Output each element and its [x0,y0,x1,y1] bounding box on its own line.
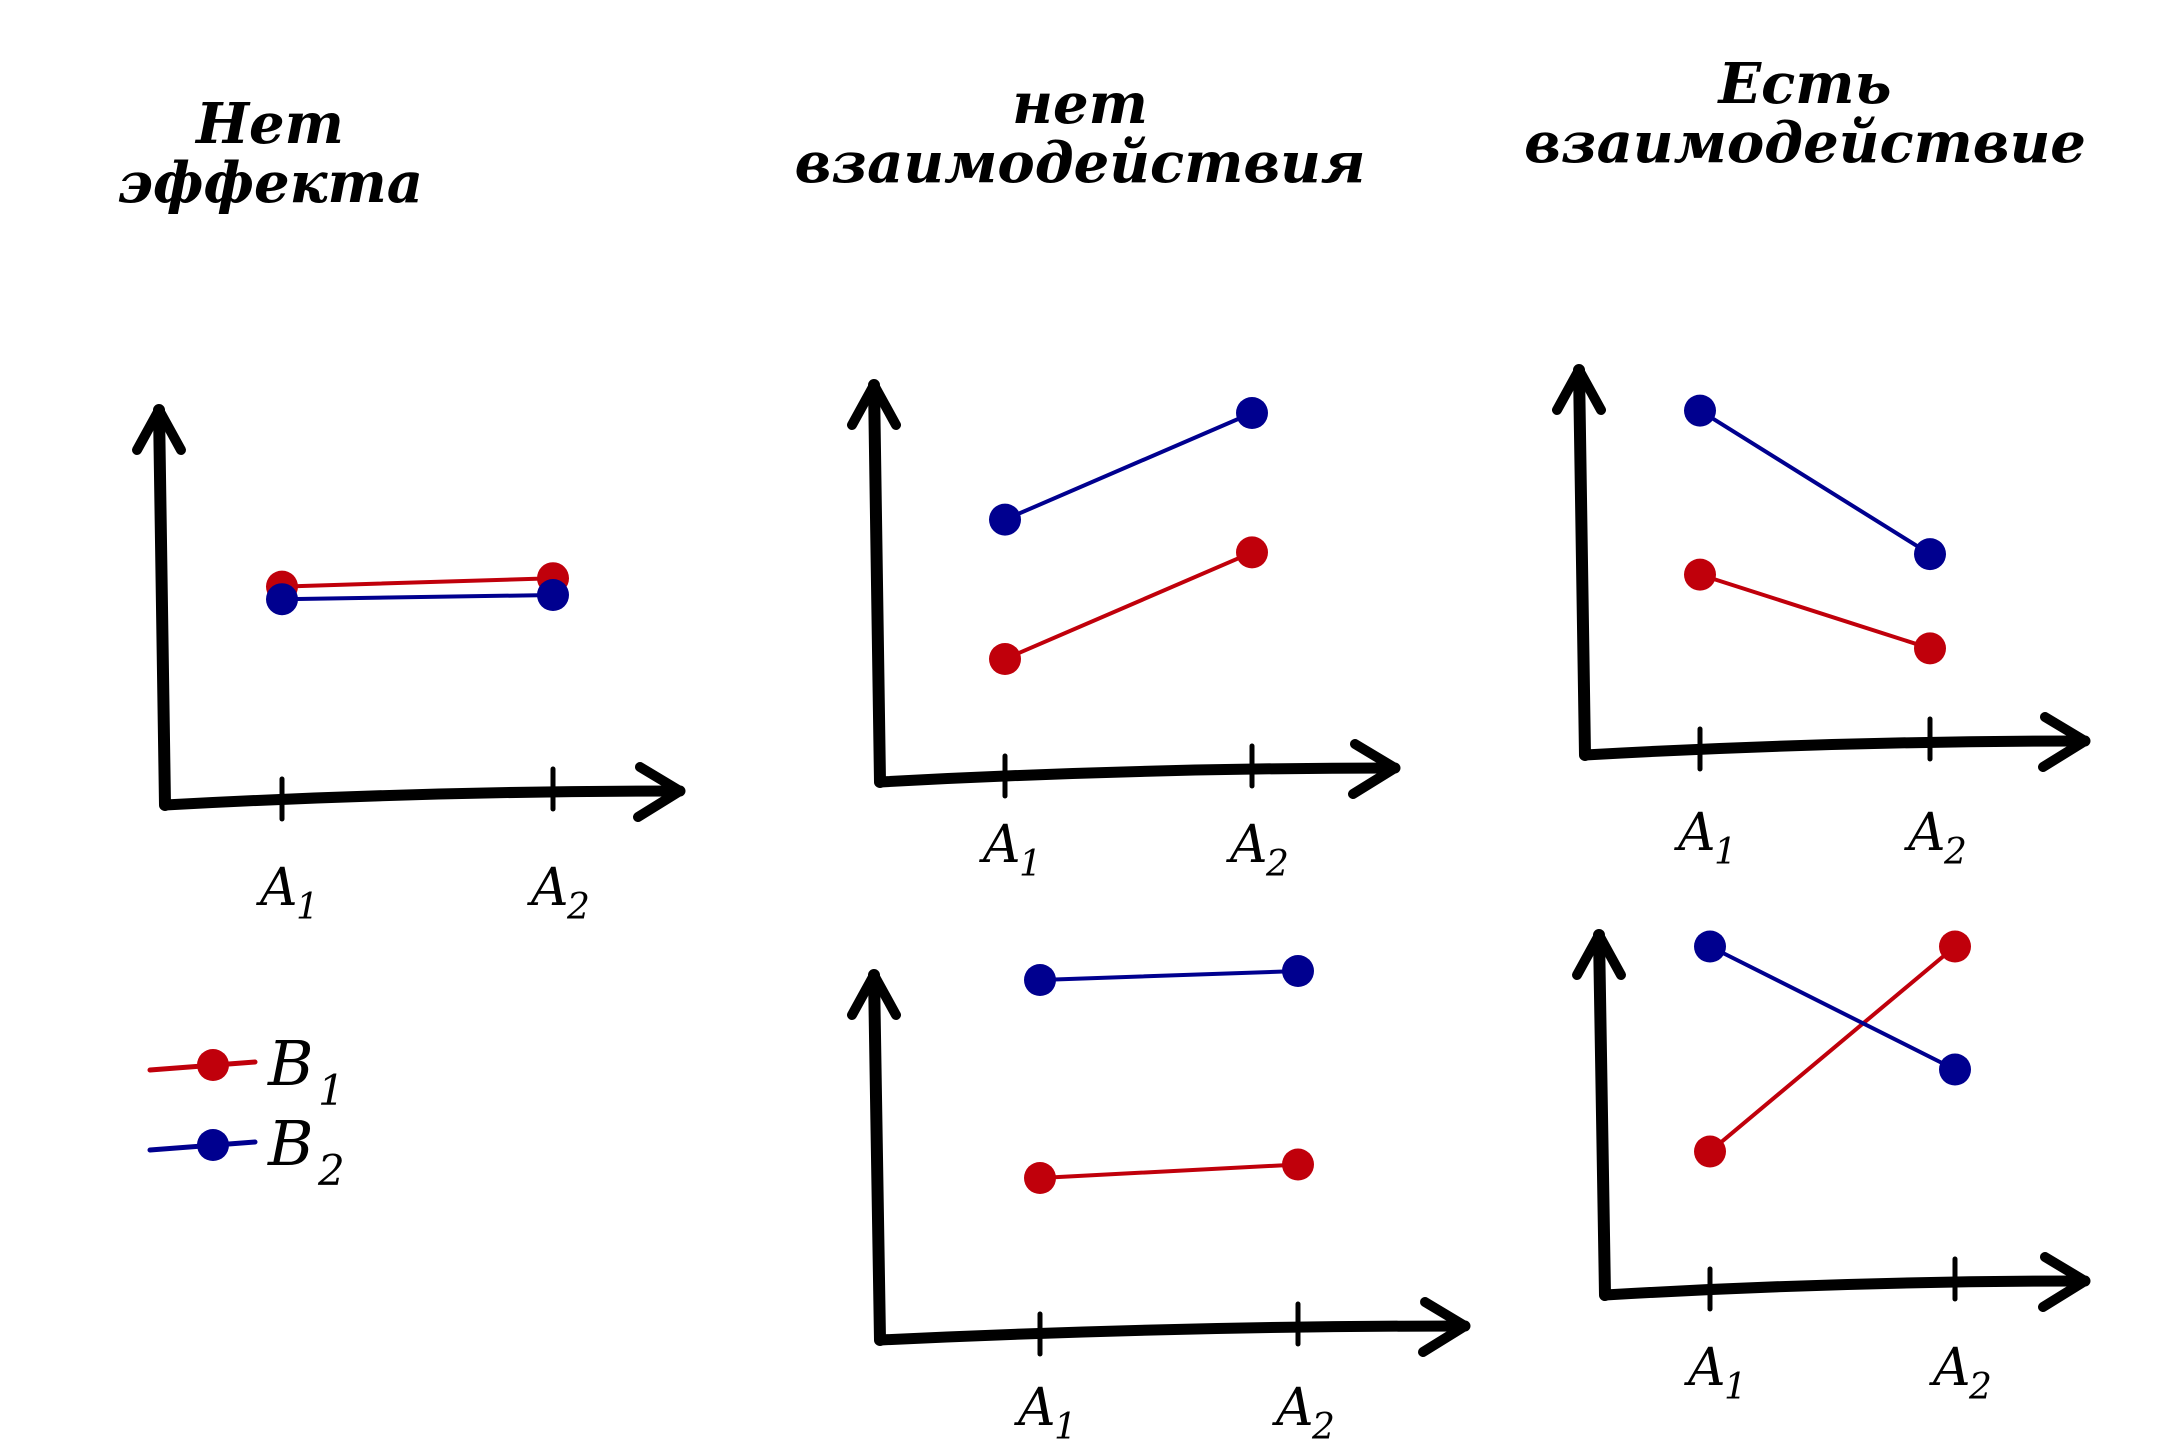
panel-3-b2-point-1 [1024,964,1056,996]
panel-3-b1-point-1 [1024,1162,1056,1194]
panel-4-tick-sub-1: 1 [1714,832,1737,873]
panel-5-b1-point-1 [1694,1135,1726,1168]
legend-sub-2: 2 [317,1146,345,1195]
panel-3-x-arrow [1418,1297,1470,1357]
panel-4-tick-label-2: A [1904,803,1946,863]
panel-4-y-axis [1573,364,1591,761]
panel-5-b2-point-2 [1939,1053,1971,1086]
title-has-interaction: Есть взаимодействие [1490,55,2120,173]
panel-5-tick-label-2: A [1929,1338,1971,1398]
panel-5-x-axis [1599,1275,2091,1301]
panel-2-tick-label-1: A [979,815,1021,875]
panel-2-b2-point-2 [1236,397,1268,429]
panel-5-b2-line [1708,944,1957,1072]
panel-1-y-arrow [132,405,186,455]
panel-1-tick-sub-1: 1 [296,887,319,928]
panel-3-tick-sub-2: 2 [1311,1407,1335,1448]
panel-2-tick-sub-2: 2 [1265,844,1289,885]
panel-3-tick-sub-1: 1 [1054,1407,1077,1448]
panel-5-x-arrow [2038,1252,2090,1312]
legend-label-2: B [267,1107,314,1180]
panel-4-b1-point-2 [1914,632,1946,665]
legend-label-1: B [267,1027,314,1100]
panel-4-b2-point-1 [1684,394,1716,427]
panel-4-b1-point-1 [1684,558,1716,591]
panel-1-x-axis [159,785,686,811]
panel-2-x-axis [874,762,1401,788]
panel-2-b2-line [1003,411,1254,522]
panel-2-b2-point-1 [989,503,1021,536]
panel-3-tick-label-1: A [1014,1378,1056,1438]
panel-1-b2-point-2 [537,579,569,611]
legend-sub-1: 1 [318,1066,345,1115]
panel-4-b1-line [1698,572,1932,651]
title-no-effect-line1: Нет [196,91,344,157]
title-no-effect: Нет эффекта [60,95,480,213]
panel-2-b1-line [1003,550,1254,661]
panel-2-tick-sub-1: 1 [1019,844,1042,885]
panel-4-x-arrow [2038,712,2090,772]
panel-5-tick-sub-1: 1 [1724,1367,1747,1408]
panel-5-b2-point-1 [1694,930,1726,963]
panel-3-b2-line [1038,969,1300,982]
panel-3-b1-line [1038,1162,1300,1180]
panel-4-b2-line [1698,408,1932,557]
panel-5-y-axis [1593,929,1611,1301]
panel-1-b2-line [280,593,555,602]
title-has-interaction-line2: взаимодействие [1524,109,2086,176]
title-no-effect-line2: эффекта [116,149,424,216]
panel-4-b2-point-2 [1914,538,1946,571]
panel-4-tick-label-1: A [1674,803,1716,863]
panel-1-b1-line [280,576,555,589]
panel-4-x-axis [1579,735,2091,761]
panel-2-x-arrow [1348,739,1400,799]
panel-1-x-arrow [633,762,685,822]
panel-3-b2-point-2 [1282,955,1314,987]
panel-5-b1-line [1708,944,1957,1154]
panel-4-y-arrow [1552,365,1606,415]
legend-b1-marker [197,1049,229,1081]
panel-3-b1-point-2 [1282,1148,1314,1181]
panel-3-tick-label-2: A [1272,1378,1314,1438]
panel-2-b1-point-2 [1236,536,1268,569]
panel-1-tick-label-1: A [256,858,298,918]
panel-3-y-axis [868,969,886,1346]
panel-5-tick-sub-2: 2 [1968,1367,1992,1408]
panel-1-tick-sub-2: 2 [566,887,590,928]
title-no-interaction-line2: взаимодействия [794,129,1366,196]
panel-3-y-arrow [847,970,901,1020]
panel-2-y-arrow [847,380,901,430]
title-no-interaction-line1: нет [1012,71,1148,137]
title-has-interaction-line1: Есть [1718,51,1892,117]
panel-4-tick-sub-2: 2 [1943,832,1967,873]
panel-1-y-axis [153,404,171,811]
panel-1-tick-label-2: A [527,858,569,918]
panel-5-b1-point-2 [1939,930,1971,963]
panel-2-y-axis [868,379,886,788]
panel-2-tick-label-2: A [1226,815,1268,875]
panel-1-b2-point-1 [266,583,298,616]
title-no-interaction: нет взаимодействия [770,75,1390,193]
panel-5-y-arrow [1572,930,1626,980]
legend-b2-marker [197,1129,229,1161]
panel-5-tick-label-1: A [1684,1338,1726,1398]
panel-3-x-axis [874,1320,1471,1346]
panel-2-b1-point-1 [989,643,1021,675]
